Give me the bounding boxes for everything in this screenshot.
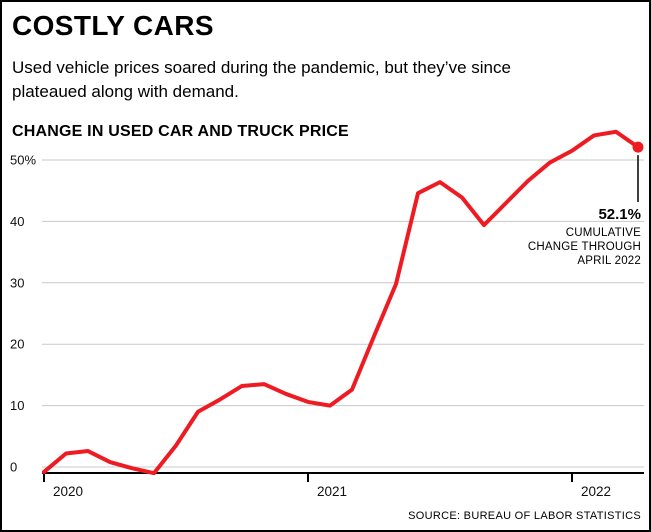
y-axis-label: 0 <box>10 460 17 475</box>
endpoint-annotation: 52.1% CUMULATIVE CHANGE THROUGH APRIL 20… <box>528 206 641 268</box>
y-axis-label: 50% <box>10 153 36 168</box>
annotation-text-line: APRIL 2022 <box>577 255 641 267</box>
annotation-text-line: CUMULATIVE <box>565 227 641 239</box>
y-axis-label: 30 <box>10 275 24 290</box>
chart-title: CHANGE IN USED CAR AND TRUCK PRICE <box>12 123 349 140</box>
end-point-dot <box>632 141 644 153</box>
price-line <box>42 129 640 476</box>
x-axis-label: 2021 <box>317 484 347 499</box>
page-title: COSTLY CARS <box>12 10 214 41</box>
subtitle-line-2: plateaued along with demand. <box>12 82 239 101</box>
x-axis-label: 2022 <box>581 484 611 499</box>
y-axis-label: 20 <box>10 337 24 352</box>
annotation-value: 52.1% <box>598 206 641 223</box>
subtitle: Used vehicle prices soared during the pa… <box>12 56 511 104</box>
subtitle-line-1: Used vehicle prices soared during the pa… <box>12 58 511 77</box>
source-credit: SOURCE: BUREAU OF LABOR STATISTICS <box>408 510 641 522</box>
annotation-text-line: CHANGE THROUGH <box>527 241 641 253</box>
y-axis-label: 40 <box>10 214 24 229</box>
x-axis-label: 2020 <box>53 484 83 499</box>
y-axis-label: 10 <box>10 398 24 413</box>
